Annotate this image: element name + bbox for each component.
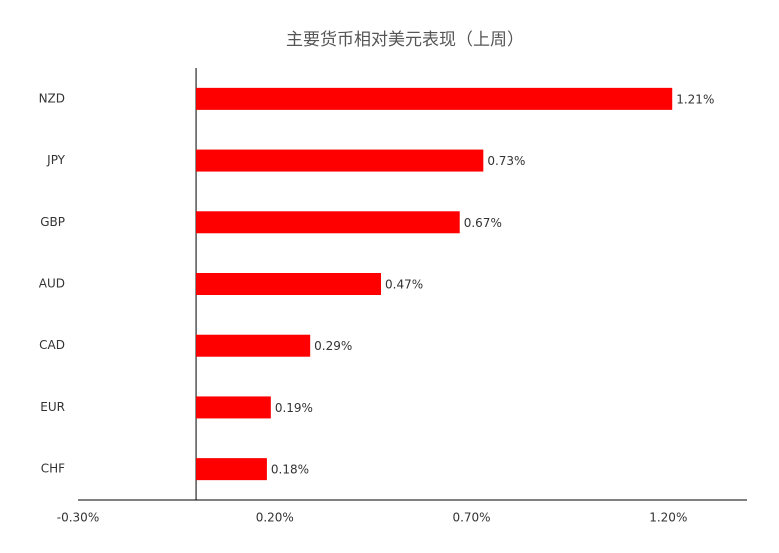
bar (196, 458, 267, 481)
data-label: 0.73% (487, 154, 525, 168)
y-tick-label: CHF (41, 462, 65, 476)
y-tick-label: GBP (40, 215, 65, 229)
x-tick-label: 1.20% (649, 511, 687, 525)
y-tick-label: EUR (40, 400, 65, 414)
y-tick-label: NZD (39, 91, 65, 105)
data-label: 0.19% (275, 401, 313, 415)
bar (196, 87, 673, 110)
y-tick-label: CAD (39, 338, 65, 352)
x-tick-label: -0.30% (57, 511, 99, 525)
bar (196, 396, 271, 419)
bar (196, 334, 311, 357)
y-tick-label: AUD (39, 277, 65, 291)
chart-title: 主要货币相对美元表现（上周） (286, 30, 524, 50)
y-tick-label: JPY (46, 153, 66, 167)
data-label: 0.47% (385, 278, 423, 292)
data-label: 1.21% (676, 92, 714, 106)
data-label: 0.18% (271, 463, 309, 477)
bar (196, 149, 484, 172)
data-label: 0.67% (464, 216, 502, 230)
x-tick-label: 0.70% (452, 511, 490, 525)
bar (196, 273, 382, 295)
data-label: 0.29% (314, 339, 352, 353)
bar (196, 211, 460, 234)
x-tick-label: 0.20% (256, 511, 294, 525)
